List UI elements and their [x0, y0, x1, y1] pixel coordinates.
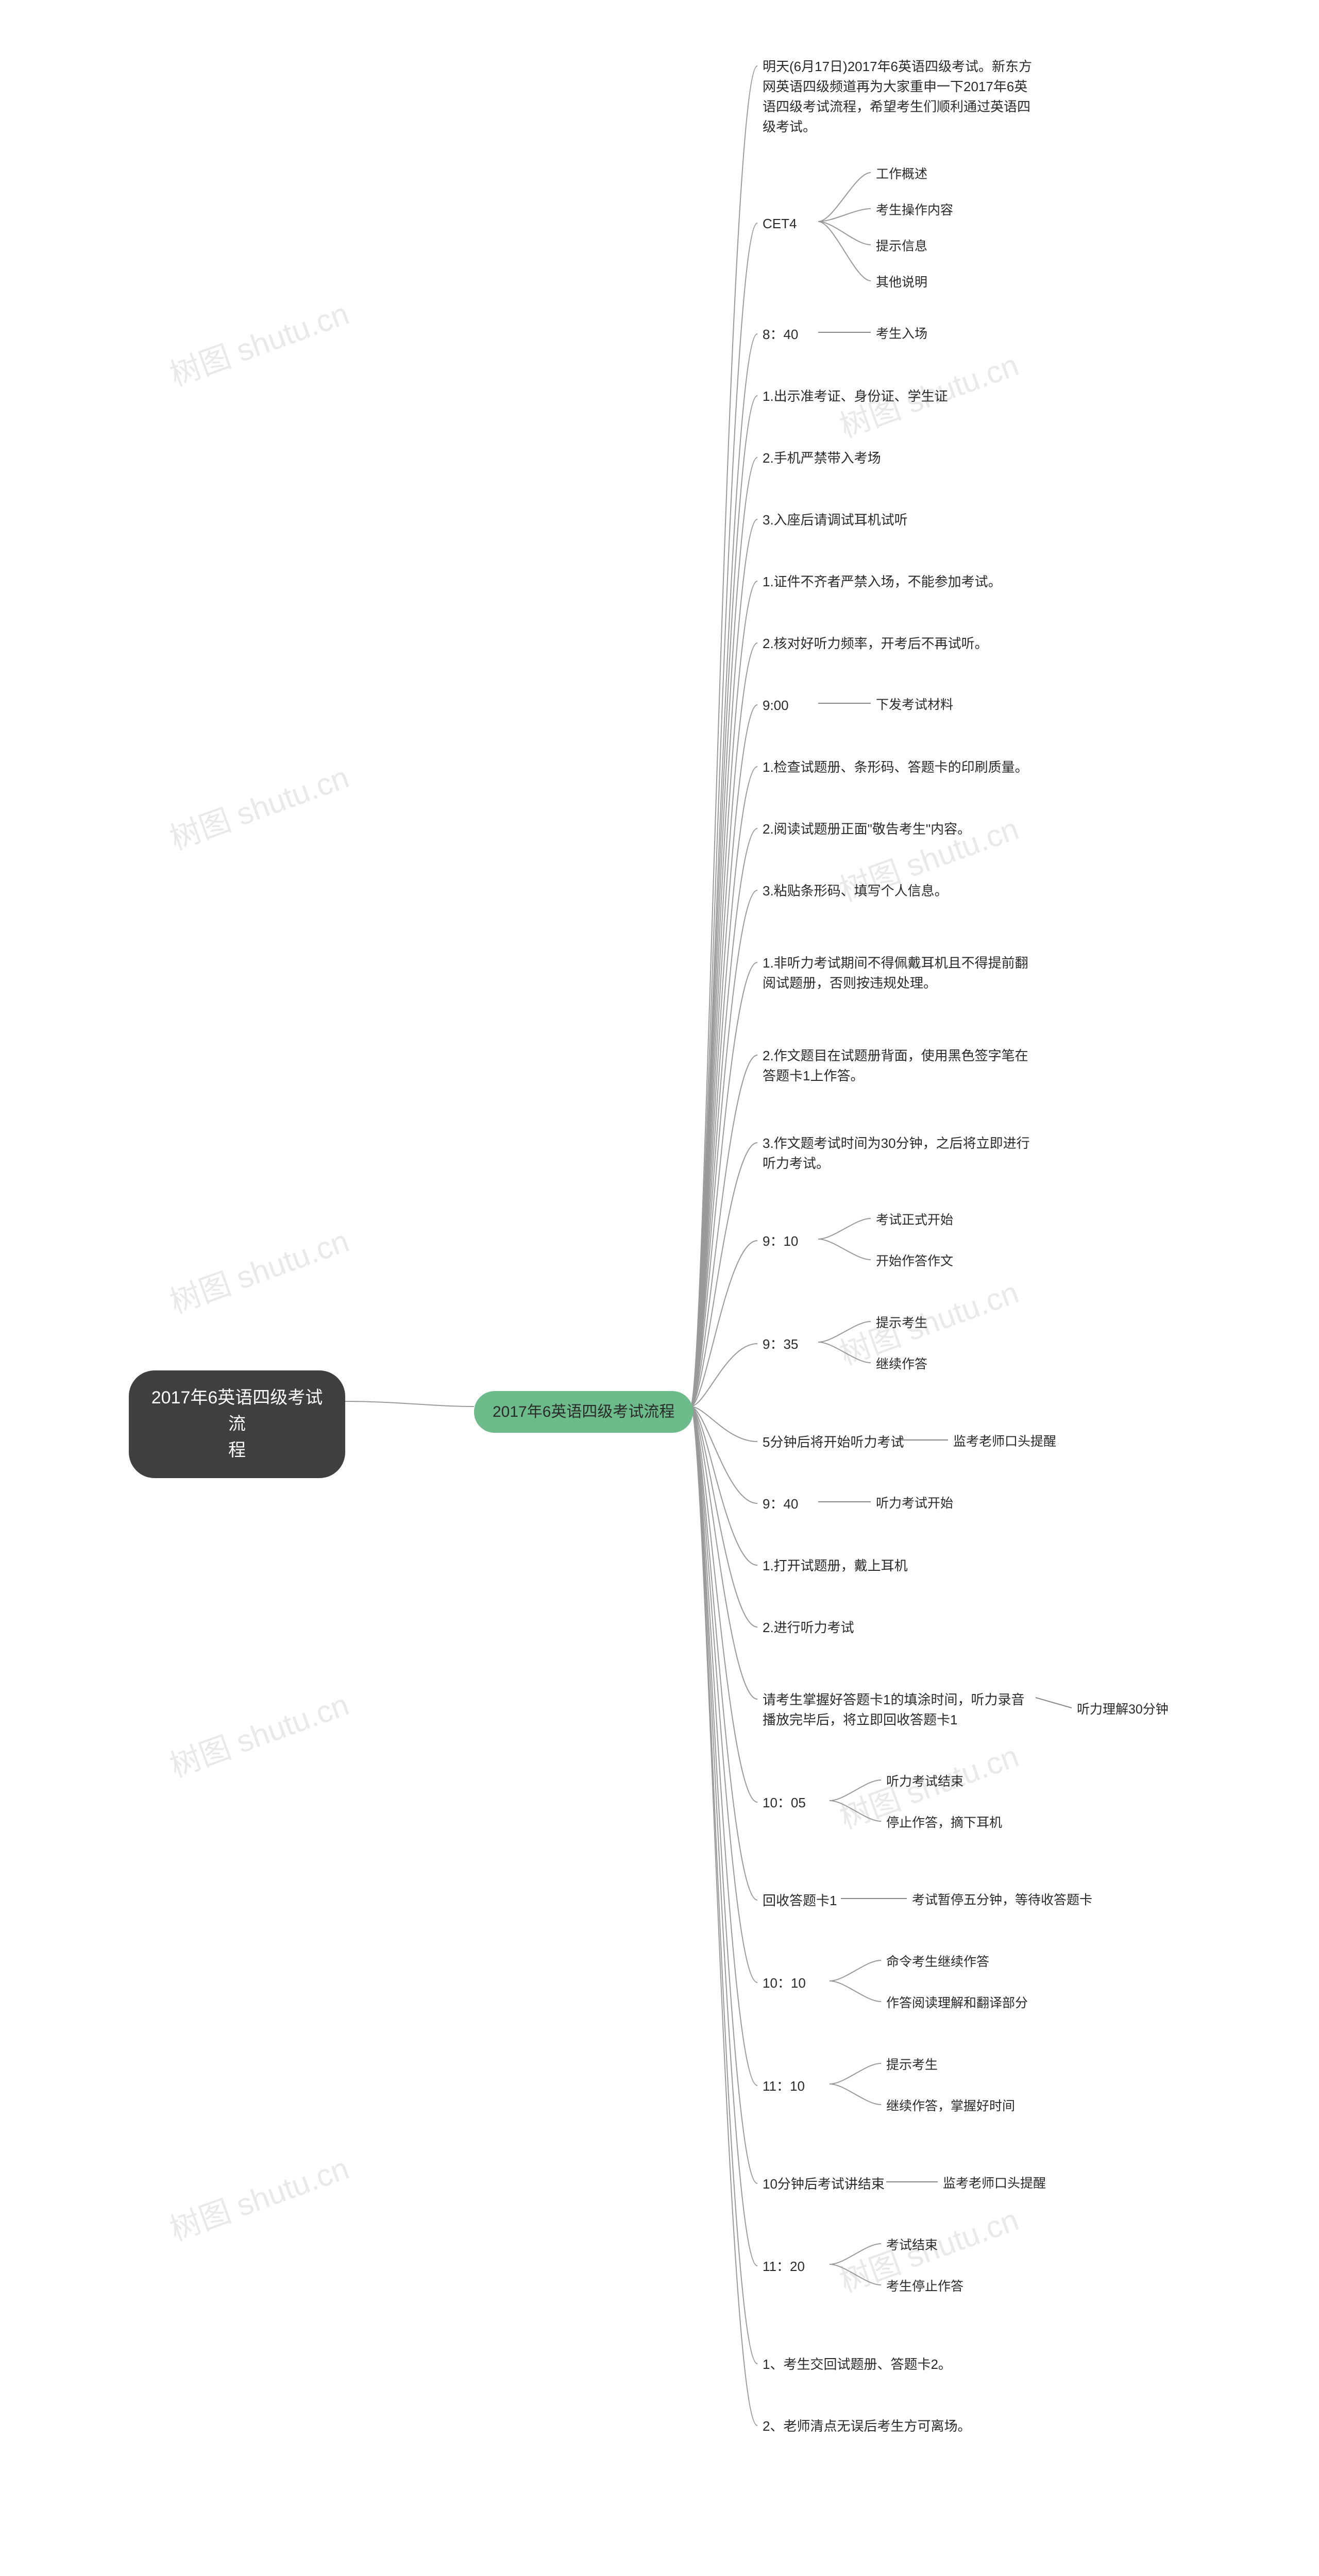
level3-t935: 9：35 [763, 1334, 798, 1354]
level4-item: 考生停止作答 [886, 2277, 963, 2297]
level4-item: 监考老师口头提醒 [953, 1432, 1056, 1452]
root-line2: 程 [149, 1437, 325, 1464]
level3-t1005: 10：05 [763, 1793, 806, 1813]
level3-s9: 1.非听力考试期间不得佩戴耳机且不得提前翻阅试题册，否则按违规处理。 [763, 953, 1030, 993]
level3-s1: 1.出示准考证、身份证、学生证 [763, 386, 948, 406]
level3-s13: 1.打开试题册，戴上耳机 [763, 1556, 908, 1576]
level4-item: 听力理解30分钟 [1077, 1700, 1169, 1720]
level4-item: 听力考试结束 [886, 1772, 963, 1792]
level3-t900: 9:00 [763, 696, 789, 716]
mindmap-container: 2017年6英语四级考试流程2017年6英语四级考试流程明天(6月17日)201… [0, 0, 1319, 2576]
level3-t1010: 10：10 [763, 1973, 806, 1993]
level3-s3: 3.入座后请调试耳机试听 [763, 510, 908, 530]
level3-s8: 3.粘贴条形码、填写个人信息。 [763, 881, 948, 901]
level4-item: 继续作答 [876, 1355, 927, 1375]
sub-node: 2017年6英语四级考试流程 [474, 1391, 693, 1433]
level4-item: 听力考试开始 [876, 1494, 953, 1514]
level4-item: 停止作答，摘下耳机 [886, 1814, 1002, 1833]
level3-s14: 2.进行听力考试 [763, 1618, 854, 1638]
level4-item: 考生入场 [876, 325, 927, 344]
level3-s18: 1、考生交回试题册、答题卡2。 [763, 2354, 952, 2375]
root-node: 2017年6英语四级考试流程 [129, 1370, 345, 1478]
level3-t940: 9：40 [763, 1494, 798, 1514]
level3-intro: 明天(6月17日)2017年6英语四级考试。新东方网英语四级频道再为大家重申一下… [763, 57, 1041, 137]
level4-item: 考试暂停五分钟，等待收答题卡 [912, 1891, 1092, 1910]
level4-item: 提示考生 [886, 2056, 938, 2075]
level3-s6: 1.检查试题册、条形码、答题卡的印刷质量。 [763, 757, 1028, 777]
level4-item: 考生操作内容 [876, 201, 953, 221]
level3-t1120: 11：20 [763, 2257, 805, 2277]
level4-item: 下发考试材料 [876, 696, 953, 715]
connector-lines [0, 0, 1319, 2576]
level4-item: 考试正式开始 [876, 1211, 953, 1230]
level4-item: 工作概述 [876, 165, 927, 184]
level4-item: 开始作答作文 [876, 1252, 953, 1272]
level3-s10: 2.作文题目在试题册背面，使用黑色签字笔在答题卡1上作答。 [763, 1046, 1030, 1086]
level3-s15: 请考生掌握好答题卡1的填涂时间，听力录音播放完毕后，将立即回收答题卡1 [763, 1690, 1030, 1730]
level3-t1110: 11：10 [763, 2076, 805, 2096]
level4-item: 命令考生继续作答 [886, 1953, 989, 1972]
level3-s7: 2.阅读试题册正面"敬告考生"内容。 [763, 819, 971, 839]
level4-item: 考试结束 [886, 2236, 938, 2256]
level3-t840: 8：40 [763, 325, 798, 345]
level3-cet4: CET4 [763, 214, 797, 234]
level3-s2: 2.手机严禁带入考场 [763, 448, 881, 468]
level4-item: 继续作答，掌握好时间 [886, 2097, 1015, 2116]
level4-item: 作答阅读理解和翻译部分 [886, 1994, 1028, 2013]
level4-item: 提示信息 [876, 237, 927, 257]
level3-s17: 10分钟后考试讲结束 [763, 2174, 885, 2194]
level4-item: 提示考生 [876, 1314, 927, 1333]
level3-t910: 9：10 [763, 1231, 798, 1251]
level3-s5: 2.核对好听力频率，开考后不再试听。 [763, 634, 988, 654]
level3-s4: 1.证件不齐者严禁入场，不能参加考试。 [763, 572, 1002, 592]
level3-s12: 5分钟后将开始听力考试 [763, 1432, 904, 1452]
level4-item: 其他说明 [876, 273, 927, 293]
level4-item: 监考老师口头提醒 [943, 2174, 1046, 2194]
level3-s16: 回收答题卡1 [763, 1891, 837, 1911]
root-line1: 2017年6英语四级考试流 [149, 1385, 325, 1437]
level3-s11: 3.作文题考试时间为30分钟，之后将立即进行听力考试。 [763, 1133, 1030, 1174]
level3-s19: 2、老师清点无误后考生方可离场。 [763, 2416, 971, 2436]
